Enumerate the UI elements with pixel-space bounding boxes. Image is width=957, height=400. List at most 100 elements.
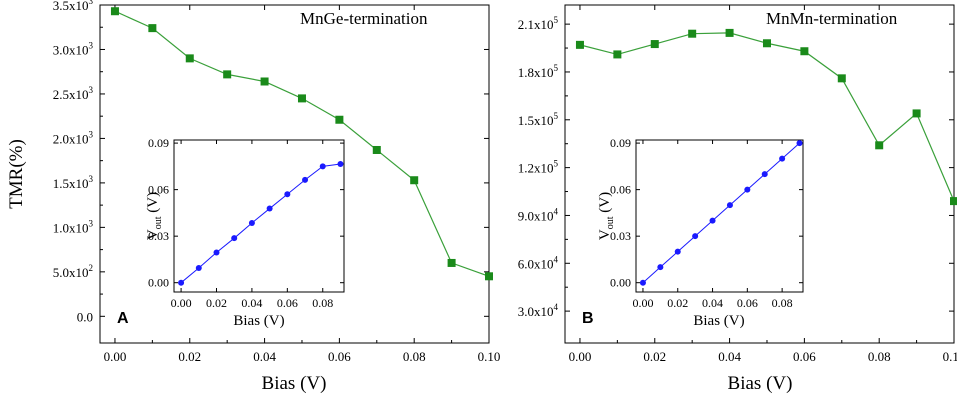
- inset-data-point: [284, 191, 291, 198]
- y-tick-label: 6.0x104: [518, 254, 559, 271]
- panel-letter: A: [117, 310, 129, 327]
- y-tick-exponent: 3: [89, 129, 94, 139]
- inset-y-title-sub: out: [153, 216, 164, 229]
- y-tick-label: 0.0: [77, 309, 93, 324]
- x-tick-label: 0.00: [569, 349, 592, 364]
- y-tick-mantissa: 0.0: [77, 309, 93, 324]
- inset-data-point: [657, 264, 664, 271]
- inset-x-tick-label: 0.00: [171, 296, 192, 310]
- inset-x-tick-label: 0.02: [667, 296, 688, 310]
- inset-data-point: [692, 233, 699, 240]
- y-tick-exponent: 3: [89, 218, 94, 228]
- y-tick-mantissa: 3.0x10: [518, 304, 554, 319]
- inset-y-tick-label: 0.06: [148, 183, 169, 197]
- y-tick-label: 1.0x103: [53, 218, 94, 235]
- inset-chart: 0.00 0.02 0.04 0.06 0.08 0.00 0.03 0.06 0.09 Bias…: [145, 136, 345, 329]
- y-tick-exponent: 4: [554, 302, 559, 312]
- inset-data-point: [639, 279, 646, 286]
- data-point: [185, 54, 194, 63]
- series-line: [114, 10, 490, 277]
- y-tick-mantissa: 1.8x10: [518, 65, 554, 80]
- inset-data-point: [674, 248, 681, 255]
- y-tick-exponent: 3: [89, 40, 94, 50]
- inset-data-point: [178, 279, 185, 286]
- inset-data-point: [709, 217, 716, 224]
- inset-y-title-main: V: [597, 229, 613, 240]
- inset-x-axis-title: Bias (V): [233, 313, 284, 329]
- x-tick-label: 0.06: [328, 349, 351, 364]
- data-point: [485, 272, 493, 281]
- inset-y-tick-label: 0.00: [148, 276, 169, 290]
- y-tick-mantissa: 3.0x10: [53, 42, 89, 57]
- plot-frame: [99, 4, 490, 344]
- y-tick-mantissa: 1.5x10: [53, 176, 89, 191]
- y-tick-mantissa: 5.0x10: [53, 265, 89, 280]
- y-tick-exponent: 2: [89, 263, 94, 273]
- termination-annotation: MnGe-termination: [300, 9, 428, 28]
- y-tick-mantissa: 2.0x10: [53, 131, 89, 146]
- y-tick-mantissa: 6.0x10: [518, 256, 554, 271]
- inset-frame: [635, 139, 804, 293]
- inset-y-axis-title: Vout (V): [145, 192, 164, 240]
- inset-y-tick-label: 0.09: [148, 136, 169, 150]
- y-tick-exponent: 5: [554, 111, 559, 121]
- inset-y-tick-label: 0.03: [610, 229, 631, 243]
- y-tick-exponent: 5: [554, 159, 559, 169]
- inset-y-title-main: V: [145, 229, 161, 240]
- inset-y-axis-title: Vout (V): [597, 192, 616, 240]
- y-tick-label: 5.0x102: [53, 263, 93, 280]
- data-point: [762, 39, 771, 48]
- data-point: [837, 74, 846, 83]
- inset-x-tick-label: 0.02: [206, 296, 227, 310]
- inset-data-point: [248, 219, 255, 226]
- y-tick-label: 3.0x103: [53, 40, 94, 57]
- data-point: [297, 94, 306, 103]
- inset-x-tick-label: 0.06: [277, 296, 298, 310]
- data-point: [372, 145, 381, 154]
- x-tick-label: 0.04: [253, 349, 276, 364]
- y-tick-mantissa: 9.0x10: [518, 208, 554, 223]
- inset-y-title-unit: (V): [145, 192, 161, 217]
- x-tick-label: 0.00: [104, 349, 127, 364]
- panel-b: 0.000.020.040.060.080.103.0x1046.0x1049.…: [518, 4, 957, 394]
- inset-x-tick-label: 0.04: [241, 296, 262, 310]
- x-tick-label: 0.06: [793, 349, 816, 364]
- y-tick-exponent: 3: [89, 85, 94, 95]
- inset-x-tick-label: 0.08: [772, 296, 793, 310]
- data-point: [335, 115, 344, 124]
- data-point: [223, 70, 232, 79]
- inset-data-point: [726, 202, 733, 209]
- data-point: [912, 109, 921, 118]
- y-tick-mantissa: 2.5x10: [53, 87, 89, 102]
- y-tick-exponent: 5: [554, 63, 559, 73]
- data-point: [447, 258, 456, 267]
- inset-data-point: [319, 163, 326, 170]
- inset-y-tick-label: 0.03: [148, 229, 169, 243]
- inset-series-line: [180, 163, 341, 284]
- data-point: [950, 197, 957, 206]
- y-tick-label: 1.5x103: [53, 174, 94, 191]
- inset-data-point: [213, 249, 220, 256]
- y-tick-label: 1.8x105: [518, 63, 559, 80]
- y-tick-exponent: 3: [89, 174, 94, 184]
- data-point: [800, 47, 809, 56]
- inset-y-title-unit: (V): [597, 192, 613, 217]
- x-tick-label: 0.10: [478, 349, 501, 364]
- x-tick-label: 0.08: [868, 349, 891, 364]
- data-point: [260, 77, 269, 86]
- inset-x-axis-title: Bias (V): [693, 313, 744, 329]
- data-point: [875, 141, 884, 150]
- data-point: [410, 176, 419, 185]
- y-tick-mantissa: 2.1x10: [518, 17, 554, 32]
- y-tick-label: 9.0x104: [518, 206, 559, 223]
- inset-x-tick-label: 0.06: [737, 296, 758, 310]
- panel-letter: B: [582, 310, 594, 327]
- inset-y-tick-label: 0.09: [610, 136, 631, 150]
- data-point: [650, 40, 659, 49]
- inset-x-tick-label: 0.00: [632, 296, 653, 310]
- inset-y-tick-label: 0.00: [610, 276, 631, 290]
- y-tick-label: 1.2x105: [518, 159, 559, 176]
- y-tick-mantissa: 1.5x10: [518, 113, 554, 128]
